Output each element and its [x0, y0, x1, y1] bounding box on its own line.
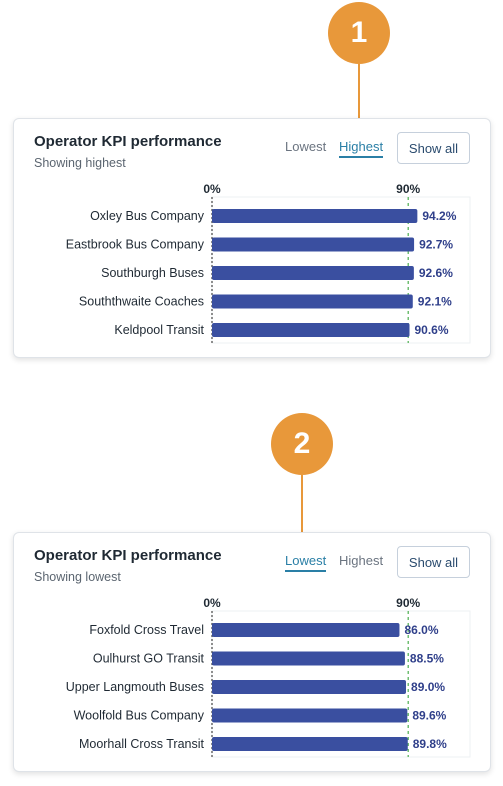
tab-lowest[interactable]: Lowest — [285, 553, 327, 572]
kpi-panel-lowest: Operator KPI performance Showing lowest … — [13, 532, 491, 772]
category-label: Foxfold Cross Travel — [89, 623, 204, 637]
axis-label-zero: 0% — [203, 182, 221, 196]
tab-highest[interactable]: Highest — [339, 139, 384, 158]
category-label: Southburgh Buses — [101, 266, 204, 280]
value-label: 90.6% — [415, 323, 449, 337]
category-label: Oulhurst GO Transit — [93, 652, 205, 666]
bar — [212, 651, 405, 666]
bar — [212, 209, 418, 223]
step-marker-1: 1 — [328, 2, 390, 64]
value-label: 89.0% — [411, 680, 445, 694]
tab-highest[interactable]: Highest — [339, 553, 384, 568]
panel-title: Operator KPI performance — [34, 133, 222, 150]
step-number: 1 — [350, 16, 368, 49]
category-label: Oxley Bus Company — [90, 209, 205, 223]
bar — [212, 708, 408, 723]
show-all-button[interactable]: Show all — [397, 132, 470, 164]
category-label: Keldpool Transit — [114, 323, 204, 337]
value-label: 88.5% — [410, 652, 444, 666]
category-label: Woolfold Bus Company — [74, 709, 205, 723]
bar — [212, 266, 414, 280]
bar — [212, 237, 415, 252]
axis-label-zero: 0% — [203, 596, 221, 610]
value-label: 92.7% — [419, 238, 453, 252]
show-all-button[interactable]: Show all — [397, 546, 470, 578]
tab-lowest[interactable]: Lowest — [285, 139, 327, 154]
bar — [212, 294, 413, 309]
value-label: 92.6% — [419, 266, 453, 280]
kpi-bar-chart: 0% 90% Oxley Bus Company 94.2% Eastbrook Bus… — [66, 182, 471, 344]
category-label: Moorhall Cross Transit — [79, 737, 205, 751]
kpi-panel-highest: Operator KPI performance Showing highest… — [13, 118, 491, 358]
bar — [212, 323, 410, 337]
marker-connector — [358, 64, 360, 120]
category-label: Upper Langmouth Buses — [66, 680, 204, 694]
category-label: Souththwaite Coaches — [79, 295, 204, 309]
kpi-bar-chart: 0% 90% Foxfold Cross Travel 86.0% Oulhurst G… — [66, 596, 471, 758]
marker-connector — [301, 475, 303, 535]
panel-subtitle: Showing lowest — [34, 570, 121, 584]
value-label: 92.1% — [418, 295, 452, 309]
step-marker-2: 2 — [271, 413, 333, 475]
value-label: 89.8% — [413, 737, 447, 751]
panel-title: Operator KPI performance — [34, 547, 222, 564]
bar — [212, 680, 407, 694]
value-label: 94.2% — [422, 209, 456, 223]
value-label: 89.6% — [412, 709, 446, 723]
bar — [212, 623, 400, 637]
category-label: Eastbrook Bus Company — [66, 238, 205, 252]
step-number: 2 — [293, 427, 311, 460]
axis-label-ninety: 90% — [396, 182, 420, 196]
value-label: 86.0% — [404, 623, 438, 637]
panel-subtitle: Showing highest — [34, 156, 126, 170]
bar — [212, 737, 408, 751]
axis-label-ninety: 90% — [396, 596, 420, 610]
